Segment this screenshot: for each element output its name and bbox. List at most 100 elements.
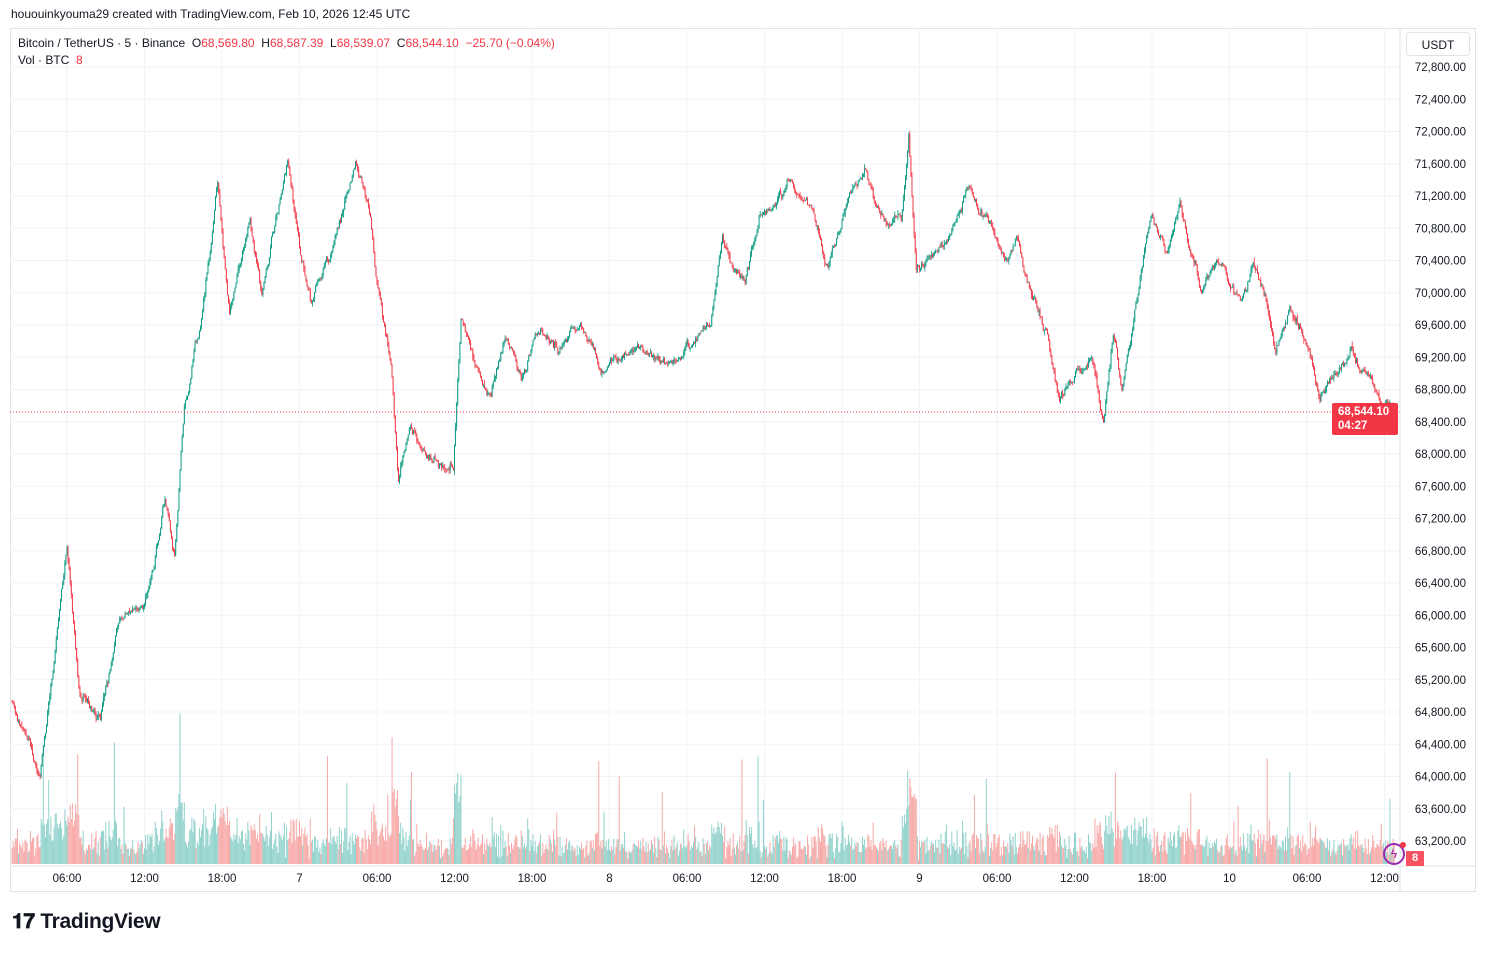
volume-bar	[789, 851, 791, 864]
volume-bar	[198, 827, 200, 864]
volume-bar	[1061, 845, 1063, 864]
candle-body	[559, 347, 561, 353]
candle-body	[658, 356, 660, 361]
volume-bar	[885, 840, 887, 864]
volume-bar	[25, 840, 27, 864]
candle-body	[1286, 322, 1287, 324]
volume-bar	[708, 850, 710, 864]
lightning-icon[interactable]: ϟ	[1383, 842, 1406, 865]
candle-body	[161, 517, 163, 529]
candle-body	[570, 328, 572, 331]
volume-bar	[474, 840, 476, 864]
volume-bar	[819, 842, 821, 864]
candle-body	[1347, 358, 1349, 360]
volume-bar	[1138, 822, 1140, 864]
volume-bar	[521, 835, 523, 864]
candle-body	[830, 253, 832, 259]
candle-body	[779, 190, 781, 197]
candle-body	[1211, 265, 1213, 270]
volume-bar	[639, 848, 641, 864]
volume-bar	[134, 853, 136, 864]
candle-body	[734, 269, 736, 270]
candlestick-chart[interactable]: 72,800.0072,400.0072,000.0071,600.0071,2…	[0, 0, 1486, 900]
volume-bar	[1180, 837, 1182, 864]
candle-body	[1053, 368, 1055, 372]
volume-bar	[69, 804, 71, 864]
volume-bar	[741, 759, 743, 864]
volume-bar	[159, 840, 161, 864]
volume-bar	[1318, 843, 1320, 864]
volume-bar	[696, 849, 698, 864]
candle-body	[1019, 240, 1021, 246]
volume-bar	[1372, 835, 1374, 864]
volume-bar	[678, 850, 680, 864]
candle-body	[1170, 235, 1172, 240]
volume-bar	[1227, 846, 1229, 864]
time-axis[interactable]: 06:00 12:00 18:00 7 06:00 12:00 18:00 8 06:00 12:…	[53, 873, 1399, 885]
price-axis[interactable]: 72,800.0072,400.0072,000.0071,600.0071,2…	[1415, 62, 1466, 848]
candle-body	[837, 234, 839, 239]
candle-body	[701, 330, 703, 332]
candle-body	[952, 226, 954, 230]
volume-bar	[997, 837, 999, 864]
candle-body	[339, 220, 341, 223]
candle-body	[1195, 260, 1197, 265]
volume-bar	[868, 835, 870, 864]
tradingview-logo[interactable]: 𝟏𝟕 TradingView	[12, 910, 161, 934]
volume-bar	[761, 852, 763, 864]
candle-body	[390, 358, 392, 366]
volume-bar	[238, 836, 240, 864]
candle-body	[841, 220, 843, 229]
candle-body	[1083, 369, 1085, 371]
candle-body	[485, 388, 487, 390]
candle-body	[177, 510, 179, 526]
volume-bar	[1282, 841, 1284, 864]
candle-body	[85, 697, 87, 702]
volume-bar	[1323, 842, 1325, 864]
volume-bar	[395, 798, 397, 864]
volume-bar	[930, 841, 932, 864]
price-tick-label: 63,600.00	[1415, 804, 1466, 816]
volume-bar	[1251, 840, 1253, 864]
volume-bar	[44, 837, 46, 864]
candle-body	[1106, 391, 1108, 401]
volume-bar	[1373, 840, 1375, 864]
candle-body	[704, 328, 706, 329]
volume-bar	[1278, 845, 1280, 864]
candle-body	[373, 238, 375, 253]
price-tick-label: 67,600.00	[1415, 481, 1466, 493]
candle-body	[1109, 364, 1111, 372]
volume-bar	[992, 850, 994, 864]
candle-body	[790, 180, 792, 182]
candle-body	[1259, 279, 1261, 281]
volume-bar	[1049, 827, 1051, 864]
volume-bar	[1239, 836, 1241, 864]
candle-body	[512, 347, 514, 350]
volume-bar	[323, 843, 325, 864]
volume-bar	[233, 833, 235, 864]
volume-bar	[509, 852, 511, 864]
volume-label[interactable]: Vol · BTC	[18, 53, 70, 67]
candle-body	[165, 499, 167, 507]
candle-body	[1307, 345, 1309, 349]
candle-body	[404, 449, 406, 453]
candle-body	[752, 245, 754, 248]
currency-button[interactable]: USDT	[1406, 32, 1470, 56]
volume-bar	[888, 846, 890, 864]
volume-bar	[569, 840, 571, 864]
candle-body	[111, 659, 113, 666]
candle-body	[513, 349, 515, 355]
volume-bar	[593, 850, 595, 864]
candle-body	[760, 215, 762, 216]
volume-bar	[883, 842, 885, 864]
candle-body	[317, 279, 319, 283]
volume-bar	[766, 846, 768, 864]
symbol-name[interactable]: Bitcoin / TetherUS · 5 · Binance	[18, 36, 186, 50]
candle-body	[374, 252, 376, 267]
candle-body	[138, 608, 140, 611]
candle-body	[997, 239, 999, 245]
candle-body	[451, 464, 453, 468]
candle-body	[1365, 373, 1367, 375]
volume-bar	[1321, 840, 1323, 864]
volume-bar	[653, 852, 655, 864]
